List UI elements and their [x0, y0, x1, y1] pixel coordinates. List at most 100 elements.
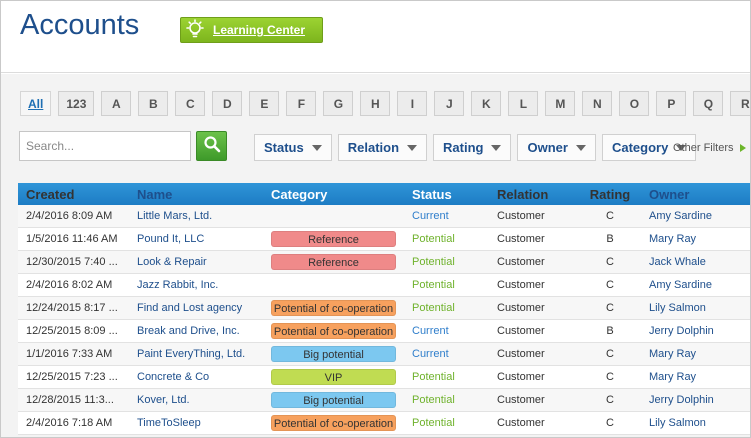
cell-name[interactable]: Look & Repair	[137, 256, 207, 268]
cell-created: 12/30/2015 7:40 ...	[26, 256, 118, 268]
cell-rating: C	[606, 302, 614, 314]
cell-category: Reference	[263, 231, 404, 247]
cell-created: 1/1/2016 7:33 AM	[26, 348, 113, 360]
cell-owner[interactable]: Jerry Dolphin	[649, 325, 714, 337]
cell-rating: C	[606, 394, 614, 406]
cell-owner[interactable]: Mary Ray	[649, 348, 697, 360]
column-header-status[interactable]: Status	[412, 186, 452, 202]
cell-name[interactable]: Break and Drive, Inc.	[137, 325, 240, 337]
column-header-name[interactable]: Name	[137, 186, 173, 202]
cell-owner[interactable]: Jerry Dolphin	[649, 394, 714, 406]
cell-rating: C	[606, 417, 614, 429]
cell-name[interactable]: Concrete & Co	[137, 371, 210, 383]
table-row[interactable]: 2/4/2016 8:09 AM Little Mars, Ltd. Current…	[18, 205, 750, 228]
cell-category: VIP	[263, 369, 404, 385]
filter-label: Owner	[527, 140, 568, 155]
column-header-relation[interactable]: Relation	[497, 186, 549, 202]
cell-category: Potential of co-operation	[263, 323, 404, 339]
alphabet-filter-r[interactable]: R	[730, 91, 750, 116]
alphabet-filter-h[interactable]: H	[360, 91, 391, 116]
column-header-created[interactable]: Created	[26, 186, 75, 202]
cell-status: Current	[412, 348, 449, 360]
search-button[interactable]	[196, 131, 227, 161]
cell-owner[interactable]: Mary Ray	[649, 371, 697, 383]
cell-name[interactable]: Pound It, LLC	[137, 233, 205, 245]
alphabet-filter-123[interactable]: 123	[58, 91, 95, 116]
alphabet-filter-g[interactable]: G	[323, 91, 354, 116]
learning-center-button[interactable]: Learning Center	[180, 17, 323, 43]
filter-label: Status	[264, 140, 304, 155]
cell-owner[interactable]: Amy Sardine	[649, 210, 712, 222]
cell-rating: B	[606, 233, 614, 245]
alphabet-filter-j[interactable]: J	[434, 91, 465, 116]
other-filters-link[interactable]: Other Filters	[673, 142, 746, 154]
table-row[interactable]: 12/24/2015 8:17 ... Find and Lost agency P…	[18, 297, 750, 320]
cell-name[interactable]: Jazz Rabbit, Inc.	[137, 279, 219, 291]
cell-owner[interactable]: Lily Salmon	[649, 417, 706, 429]
alphabet-filter-f[interactable]: F	[286, 91, 317, 116]
table-row[interactable]: 2/4/2016 8:02 AM Jazz Rabbit, Inc. Potenti…	[18, 274, 750, 297]
chevron-down-icon	[491, 144, 502, 151]
table-row[interactable]: 12/25/2015 8:09 ... Break and Drive, Inc.…	[18, 320, 750, 343]
cell-created: 1/5/2016 11:46 AM	[26, 233, 118, 245]
cell-owner[interactable]: Lily Salmon	[649, 302, 706, 314]
table-row[interactable]: 1/5/2016 11:46 AM Pound It, LLC Reference P…	[18, 228, 750, 251]
alphabet-filter-n[interactable]: N	[582, 91, 613, 116]
cell-category: Reference	[263, 254, 404, 270]
alphabet-filter-d[interactable]: D	[212, 91, 243, 116]
cell-status: Potential	[412, 279, 455, 291]
filter-category-dropdown[interactable]: Category	[601, 134, 697, 161]
column-header-rating[interactable]: Rating	[589, 186, 631, 202]
filter-owner-dropdown[interactable]: Owner	[517, 134, 596, 161]
table-row[interactable]: 12/25/2015 7:23 ... Concrete & Co VIP Poten…	[18, 366, 750, 389]
alphabet-filter-i[interactable]: I	[397, 91, 428, 116]
column-header-category[interactable]: Category	[271, 186, 328, 202]
cell-relation: Customer	[497, 348, 545, 360]
alphabet-filter-a[interactable]: A	[101, 91, 132, 116]
cell-name[interactable]: Little Mars, Ltd.	[137, 210, 213, 222]
alphabet-filter-q[interactable]: Q	[693, 91, 724, 116]
cell-owner[interactable]: Jack Whale	[649, 256, 706, 268]
cell-created: 12/25/2015 7:23 ...	[26, 371, 118, 383]
cell-status: Potential	[412, 394, 455, 406]
alphabet-filter-c[interactable]: C	[175, 91, 206, 116]
cell-rating: C	[606, 256, 614, 268]
cell-owner[interactable]: Amy Sardine	[649, 279, 712, 291]
alphabet-filter-k[interactable]: K	[471, 91, 502, 116]
filter-rating-dropdown[interactable]: Rating	[433, 134, 512, 161]
filter-relation-dropdown[interactable]: Relation	[337, 134, 428, 161]
alphabet-filter-b[interactable]: B	[138, 91, 169, 116]
cell-name[interactable]: Find and Lost agency	[137, 302, 243, 314]
cell-rating: C	[606, 279, 614, 291]
cell-created: 12/25/2015 8:09 ...	[26, 325, 118, 337]
alphabet-filter-all[interactable]: All	[20, 91, 52, 116]
cell-name[interactable]: Kover, Ltd.	[137, 394, 190, 406]
cell-relation: Customer	[497, 256, 545, 268]
filter-label: Relation	[347, 140, 400, 155]
table-header: Created Name Category Status Relation Rating O…	[18, 183, 750, 205]
page-title: Accounts	[20, 9, 140, 41]
cell-status: Potential	[412, 256, 455, 268]
filter-bar: Status Relation Rating Owner Category	[254, 134, 697, 161]
accounts-table: Created Name Category Status Relation Rating O…	[18, 183, 750, 435]
alphabet-filter-l[interactable]: L	[508, 91, 539, 116]
alphabet-filter-e[interactable]: E	[249, 91, 280, 116]
cell-owner[interactable]: Mary Ray	[649, 233, 697, 245]
table-row[interactable]: 1/1/2016 7:33 AM Paint EveryThing, Ltd. Bi…	[18, 343, 750, 366]
cell-name[interactable]: Paint EveryThing, Ltd.	[137, 348, 246, 360]
search-input[interactable]	[19, 131, 191, 161]
table-row[interactable]: 2/4/2016 7:18 AM TimeToSleep Potential of …	[18, 412, 750, 435]
filter-status-dropdown[interactable]: Status	[254, 134, 332, 161]
cell-name[interactable]: TimeToSleep	[137, 417, 201, 429]
alphabet-filter-o[interactable]: O	[619, 91, 650, 116]
column-header-owner[interactable]: Owner	[649, 186, 690, 202]
cell-category: Potential of co-operation	[263, 300, 404, 316]
cell-created: 2/4/2016 7:18 AM	[26, 417, 113, 429]
alphabet-filter-m[interactable]: M	[545, 91, 576, 116]
alphabet-filter-p[interactable]: P	[656, 91, 687, 116]
chevron-down-icon	[575, 144, 586, 151]
table-row[interactable]: 12/30/2015 7:40 ... Look & Repair Referenc…	[18, 251, 750, 274]
category-badge: Potential of co-operation	[271, 415, 396, 431]
table-row[interactable]: 12/28/2015 11:3... Kover, Ltd. Big potenti…	[18, 389, 750, 412]
